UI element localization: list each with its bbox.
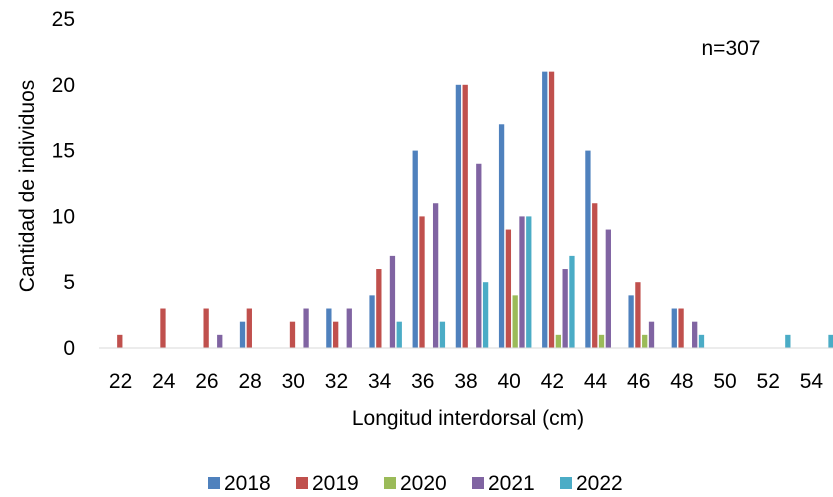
- x-tick-label: 50: [713, 370, 736, 393]
- bar-2021-38: [476, 163, 482, 348]
- x-tick-label: 38: [454, 370, 477, 393]
- bar-2021-40: [519, 216, 525, 348]
- bar-2019-48: [678, 308, 684, 348]
- bar-2022-40: [526, 216, 532, 348]
- y-tick-label: 0: [63, 337, 75, 360]
- bar-2019-28: [246, 308, 252, 348]
- sample-size-note: n=307: [702, 37, 761, 60]
- x-tick-label: 22: [109, 370, 132, 393]
- x-tick-label: 32: [325, 370, 348, 393]
- x-axis-title: Longitud interdorsal (cm): [352, 407, 584, 430]
- bar-2018-48: [671, 308, 677, 348]
- bar-2021-30: [303, 308, 309, 348]
- bar-2018-36: [412, 150, 418, 348]
- legend-item-2022: 2022: [560, 472, 623, 495]
- legend-label: 2018: [224, 472, 271, 495]
- x-tick-label: 36: [411, 370, 434, 393]
- x-tick-label: 30: [282, 370, 305, 393]
- legend-swatch: [560, 477, 572, 489]
- x-tick-label: 46: [627, 370, 650, 393]
- bar-2019-22: [117, 334, 123, 348]
- bar-2021-26: [217, 334, 223, 348]
- bar-2021-42: [562, 269, 568, 348]
- x-tick-label: 26: [195, 370, 218, 393]
- x-tick-label: 48: [670, 370, 693, 393]
- x-tick-label: 24: [152, 370, 176, 393]
- bar-2018-46: [628, 295, 634, 348]
- bar-2019-24: [160, 308, 166, 348]
- legend-label: 2020: [400, 472, 447, 495]
- x-tick-label: 54: [800, 370, 824, 393]
- legend-swatch: [296, 477, 308, 489]
- bar-2022-34: [396, 321, 402, 348]
- legend-label: 2021: [488, 472, 535, 495]
- bar-2019-32: [333, 321, 339, 348]
- y-axis-title: Cantidad de individuos: [16, 80, 39, 292]
- y-tick-label: 10: [52, 205, 75, 228]
- bar-2019-34: [376, 269, 382, 348]
- bar-2019-40: [505, 229, 512, 348]
- y-tick-label: 20: [52, 74, 75, 97]
- legend-item-2019: 2019: [296, 472, 359, 495]
- bar-2018-38: [455, 84, 462, 349]
- y-tick-label: 25: [52, 8, 75, 31]
- x-tick-label: 52: [757, 370, 780, 393]
- bar-2020-46: [642, 334, 648, 348]
- bar-2018-32: [326, 308, 332, 348]
- bar-2018-28: [239, 321, 246, 348]
- bar-2022-54: [828, 334, 833, 348]
- legend-item-2020: 2020: [384, 472, 447, 495]
- bar-2020-40: [512, 295, 518, 348]
- bar-2022-52: [785, 334, 791, 348]
- bar-2020-44: [598, 334, 605, 348]
- legend-item-2021: 2021: [472, 472, 535, 495]
- bar-2018-44: [585, 150, 591, 348]
- x-tick-label: 40: [498, 370, 521, 393]
- bar-2022-36: [439, 321, 446, 348]
- bar-2019-38: [462, 84, 468, 349]
- bar-2021-48: [692, 321, 698, 348]
- bar-2019-26: [203, 308, 209, 348]
- x-tick-label: 28: [238, 370, 261, 393]
- x-tick-label: 42: [541, 370, 564, 393]
- x-tick-label: 34: [368, 370, 392, 393]
- bar-2022-42: [569, 255, 575, 348]
- bar-2021-34: [389, 255, 396, 348]
- bar-2022-48: [698, 334, 705, 348]
- y-tick-label: 5: [63, 271, 75, 294]
- legend-swatch: [208, 477, 220, 489]
- bar-2020-42: [555, 334, 561, 348]
- bar-2018-34: [369, 295, 375, 348]
- bar-2019-44: [592, 203, 598, 348]
- legend-label: 2019: [312, 472, 359, 495]
- bar-2018-40: [498, 124, 505, 348]
- bar-2019-36: [419, 216, 425, 348]
- legend: 2018 2019 2020 2021 2022: [208, 472, 623, 495]
- x-tick-label: 44: [584, 370, 608, 393]
- bar-2019-46: [635, 282, 641, 348]
- plot-area: [99, 71, 833, 349]
- legend-swatch: [472, 477, 484, 489]
- bar-2018-42: [542, 71, 548, 348]
- bar-2021-44: [605, 229, 611, 348]
- legend-item-2018: 2018: [208, 472, 271, 495]
- legend-swatch: [384, 477, 396, 489]
- y-tick-label: 15: [52, 140, 75, 163]
- bar-2021-32: [346, 308, 352, 348]
- bar-2019-30: [289, 321, 296, 348]
- x-axis-ticks: 22 24 26 28 30 32 34 36 38 40 42 44 46 48 50 52 54: [109, 370, 823, 393]
- bar-2022-38: [482, 282, 489, 348]
- legend-label: 2022: [576, 472, 623, 495]
- y-axis-ticks: 0 5 10 15 20 25: [52, 8, 75, 360]
- bar-2019-42: [548, 71, 555, 348]
- bar-2021-46: [648, 321, 655, 348]
- bar-2021-36: [432, 203, 439, 348]
